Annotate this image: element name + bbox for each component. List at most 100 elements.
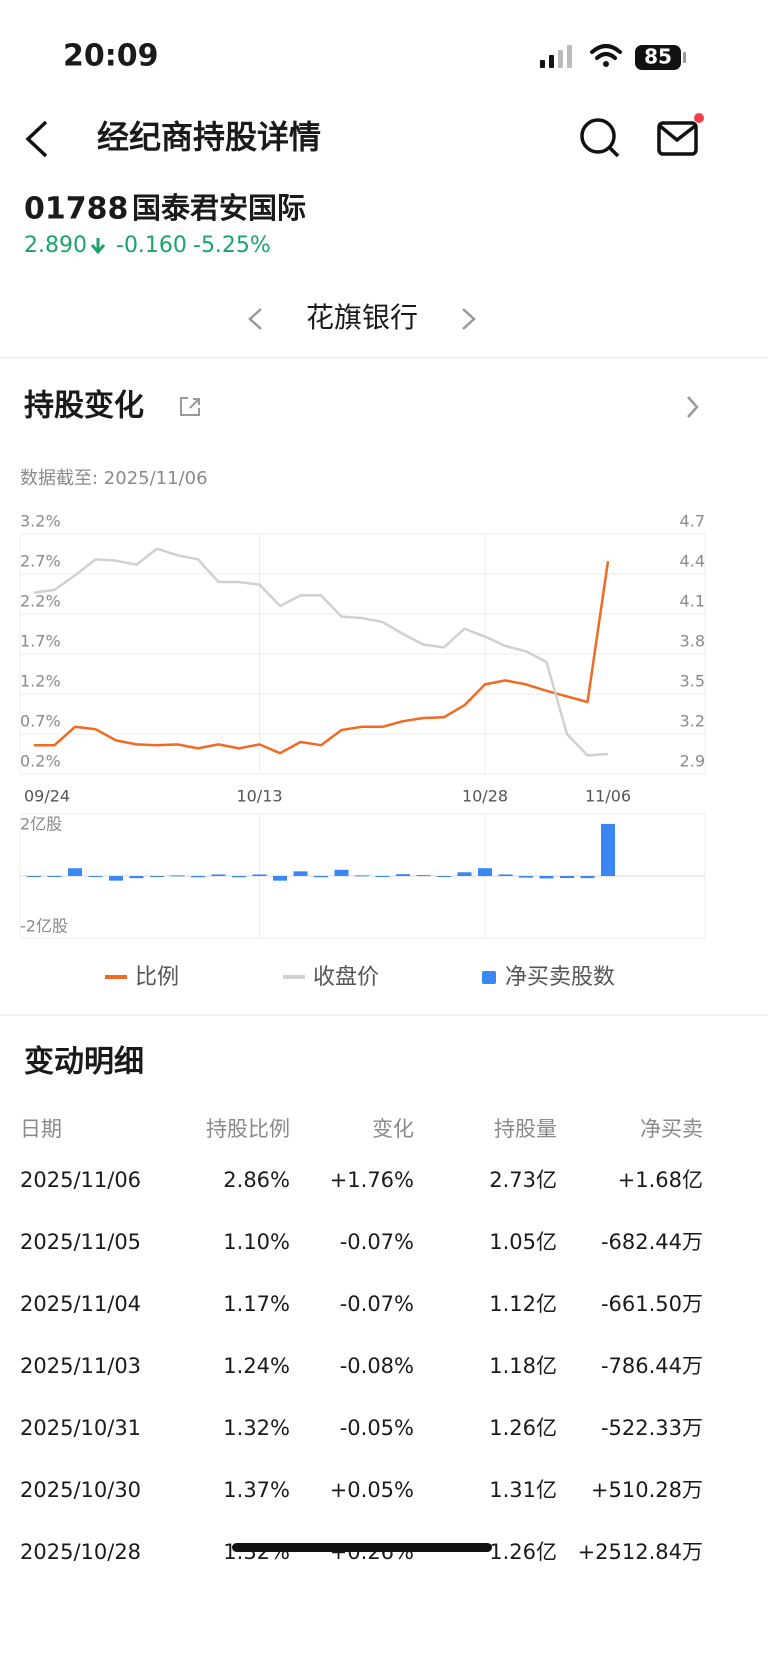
table-cell: 1.12亿 [489, 1292, 557, 1316]
bar [150, 876, 164, 877]
y2-tick-label: 2.9 [680, 752, 705, 771]
bar [396, 874, 410, 876]
bar [498, 874, 513, 876]
stock-change: -0.160 [116, 233, 187, 258]
broker-name: 花旗银行 [306, 301, 418, 334]
bar [129, 876, 144, 879]
bar [109, 876, 123, 881]
y3-tick-label: 2亿股 [20, 815, 62, 834]
line-series [34, 561, 610, 755]
table-cell: 1.31亿 [489, 1478, 557, 1502]
table-cell: -682.44万 [601, 1230, 703, 1254]
y-tick-label: 1.2% [20, 672, 61, 691]
bar [170, 875, 185, 877]
stock-price: 2.890 [24, 233, 87, 258]
battery-tip [683, 52, 686, 63]
y2-tick-label: 3.2 [680, 712, 705, 731]
table-cell: 1.18亿 [489, 1354, 557, 1378]
table-cell: 2025/10/28 [20, 1540, 141, 1564]
bar [375, 876, 390, 877]
bar [211, 874, 226, 876]
detail-title: 变动明细 [24, 1045, 144, 1080]
search-button[interactable] [580, 118, 620, 158]
y-tick-label: 2.2% [20, 592, 61, 611]
table-cell: -0.07% [340, 1230, 414, 1254]
bar [88, 876, 103, 877]
y2-tick-label: 4.1 [680, 592, 705, 611]
y-tick-label: 0.7% [20, 712, 61, 731]
column-header: 日期 [20, 1117, 62, 1141]
table-cell: 1.26亿 [489, 1540, 557, 1564]
home-indicator [232, 1543, 492, 1552]
table-cell: 1.32% [223, 1416, 290, 1440]
stock-name: 国泰君安国际 [132, 191, 306, 225]
y2-tick-label: 4.4 [680, 552, 705, 571]
signal-icon [540, 45, 572, 68]
table-cell: +0.05% [330, 1478, 414, 1502]
bar [601, 823, 615, 876]
bar [478, 868, 492, 876]
x-tick-label: 09/24 [24, 787, 70, 806]
bar [293, 871, 308, 876]
stock-change-pct: -5.25% [193, 233, 271, 258]
table-cell: 1.17% [223, 1292, 290, 1316]
wifi-icon [590, 44, 622, 60]
table-cell: +510.28万 [591, 1478, 703, 1502]
table-cell: -786.44万 [601, 1354, 703, 1378]
table-cell: 2025/10/31 [20, 1416, 141, 1440]
status-time: 20:09 [63, 39, 159, 74]
bar [273, 876, 287, 881]
legend-label: 净买卖股数 [505, 965, 615, 990]
page-title: 经纪商持股详情 [97, 118, 321, 156]
bar [68, 868, 82, 876]
battery-level: 85 [644, 45, 672, 69]
column-header: 持股量 [494, 1117, 557, 1141]
table-cell: -0.07% [340, 1292, 414, 1316]
section-title: 持股变化 [24, 389, 144, 424]
divider [0, 1014, 768, 1016]
bar [232, 876, 246, 878]
as-of-date: 数据截至: 2025/11/06 [20, 468, 208, 489]
bar [437, 876, 451, 877]
table-cell: +1.68亿 [618, 1168, 703, 1192]
table-cell: 1.37% [223, 1478, 290, 1502]
stock-code: 01788 [24, 192, 128, 227]
bar [252, 874, 267, 876]
table-cell: 1.05亿 [489, 1230, 557, 1254]
notification-dot [694, 113, 704, 123]
table-cell: 1.26亿 [489, 1416, 557, 1440]
x-tick-label: 10/28 [462, 787, 508, 806]
table-cell: +2512.84万 [578, 1540, 703, 1564]
bar [355, 875, 369, 877]
table-cell: 2025/11/03 [20, 1354, 141, 1378]
y3-tick-label: -2亿股 [20, 917, 68, 936]
table-cell: -0.08% [340, 1354, 414, 1378]
y-tick-label: 1.7% [20, 632, 61, 651]
bar [27, 876, 41, 877]
y2-tick-label: 4.7 [680, 512, 705, 531]
prev-broker[interactable] [248, 308, 262, 330]
table-cell: 1.24% [223, 1354, 290, 1378]
table-cell: 2025/10/30 [20, 1478, 141, 1502]
bar [519, 876, 533, 878]
bar [191, 876, 205, 878]
y-tick-label: 2.7% [20, 552, 61, 571]
x-tick-label: 10/13 [236, 787, 282, 806]
bar [334, 869, 349, 876]
table-cell: 2.73亿 [489, 1168, 557, 1192]
table-cell: 2025/11/04 [20, 1292, 141, 1316]
y-tick-label: 0.2% [20, 752, 61, 771]
bar [539, 876, 554, 879]
next-broker[interactable] [462, 308, 476, 330]
mail-button[interactable] [657, 121, 698, 156]
wifi-dot [603, 61, 609, 67]
table-cell: +1.76% [330, 1168, 414, 1192]
column-header: 净买卖 [640, 1117, 703, 1141]
back-button[interactable] [25, 120, 48, 158]
bar [314, 876, 328, 878]
table-cell: -0.05% [340, 1416, 414, 1440]
share-button[interactable] [180, 397, 200, 416]
more-button[interactable] [687, 396, 699, 418]
bar [416, 875, 431, 877]
